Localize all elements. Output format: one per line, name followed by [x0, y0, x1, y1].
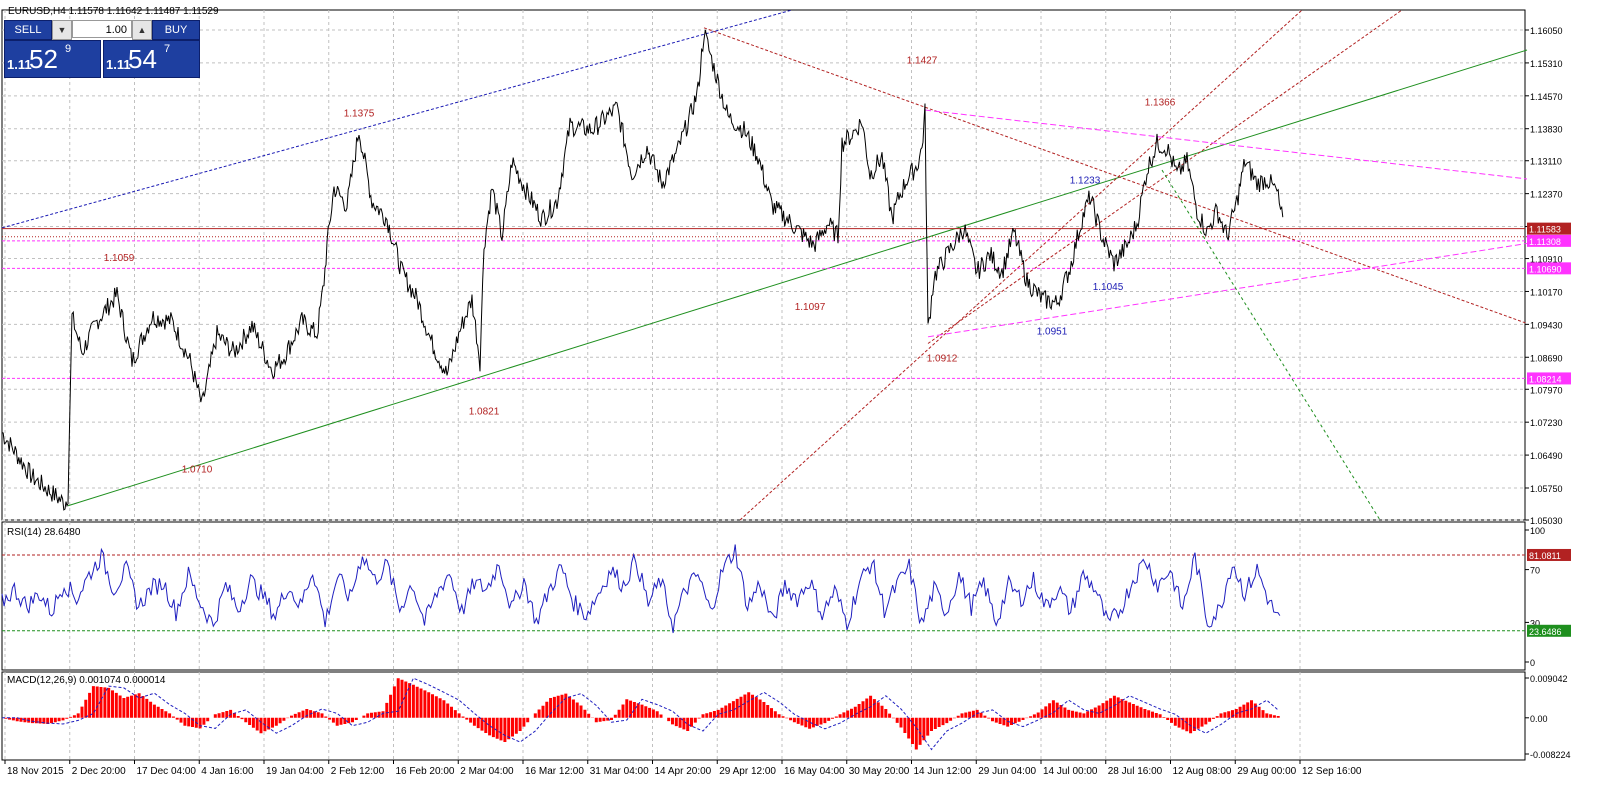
- macd-signal-line: [2, 677, 1279, 751]
- x-tick-label: 28 Jul 16:00: [1108, 766, 1163, 777]
- trend-line: [67, 49, 1528, 507]
- x-tick-label: 16 May 04:00: [784, 766, 845, 777]
- price-level-label: 1.11583: [1529, 225, 1561, 235]
- sell-price-sup: 9: [65, 43, 72, 55]
- buy-price-prefix: 1.11: [106, 57, 131, 72]
- lot-decrease-button[interactable]: ▼: [52, 20, 72, 40]
- trend-line: [739, 9, 1303, 521]
- macd-histogram: [4, 678, 1280, 750]
- x-tick-label: 4 Jan 16:00: [201, 766, 254, 777]
- x-tick-label: 14 Apr 20:00: [655, 766, 712, 777]
- x-tick-label: 29 Jun 04:00: [978, 766, 1036, 777]
- rsi-level-label: 23.6486: [1529, 627, 1562, 637]
- y-tick-label: 1.16050: [1530, 26, 1563, 36]
- price-annotation: 1.1375: [344, 109, 375, 120]
- x-tick-label: 14 Jul 00:00: [1043, 766, 1098, 777]
- y-tick-label: 1.12370: [1530, 190, 1563, 200]
- trend-line: [1, 9, 793, 229]
- y-tick-label: 1.05750: [1530, 484, 1563, 494]
- sell-price-prefix: 1.11: [7, 57, 32, 72]
- macd-y-label: -0.008224: [1530, 750, 1571, 760]
- price-annotation: 1.1097: [795, 302, 826, 313]
- x-tick-label: 16 Feb 20:00: [396, 766, 455, 777]
- panel-frame-1: [1, 521, 1526, 671]
- rsi-line: [1, 544, 1281, 634]
- buy-button[interactable]: BUY: [152, 20, 200, 40]
- y-tick-label: 1.13110: [1530, 157, 1562, 167]
- price-annotation: 1.0951: [1037, 327, 1068, 338]
- trend-line: [927, 242, 1528, 338]
- price-level-tag: [1527, 372, 1571, 385]
- price-level-tag: [1527, 222, 1571, 235]
- buy-price-sup: 7: [164, 43, 171, 55]
- buy-price-button[interactable]: 1.11 54 7: [103, 40, 200, 78]
- panel-frame-0: [1, 9, 1526, 521]
- x-tick-label: 31 Mar 04:00: [590, 766, 649, 777]
- sell-price-button[interactable]: 1.11 52 9: [4, 40, 101, 78]
- rsi-level-tag: [1527, 548, 1571, 561]
- chart-title: EURUSD,H4 1.11578 1.11642 1.11487 1.1152…: [8, 6, 219, 17]
- price-level-label: 1.10690: [1529, 264, 1562, 274]
- x-tick-label: 2 Dec 20:00: [72, 766, 126, 777]
- x-tick-label: 17 Dec 04:00: [137, 766, 197, 777]
- price-annotation: 1.1427: [907, 55, 938, 66]
- x-tick-label: 2 Feb 12:00: [331, 766, 385, 777]
- macd-y-label: 0.009042: [1530, 674, 1568, 684]
- x-tick-label: 12 Sep 16:00: [1302, 766, 1362, 777]
- y-tick-label: 1.05030: [1530, 516, 1563, 526]
- y-tick-label: 1.06490: [1530, 451, 1563, 461]
- price-level-label: 1.08214: [1529, 374, 1562, 384]
- macd-y-label: 0.00: [1530, 714, 1548, 724]
- price-annotation: 1.1233: [1070, 175, 1101, 186]
- trend-line: [927, 9, 1403, 344]
- price-annotation: 1.0821: [469, 407, 500, 418]
- x-tick-label: 16 Mar 12:00: [525, 766, 584, 777]
- price-level-tag: [1527, 234, 1571, 247]
- x-tick-label: 30 May 20:00: [849, 766, 910, 777]
- y-tick-label: 1.13830: [1530, 125, 1563, 135]
- sell-button[interactable]: SELL: [4, 20, 52, 40]
- x-tick-label: 29 Apr 12:00: [719, 766, 776, 777]
- price-annotation: 1.1045: [1093, 282, 1124, 293]
- x-tick-label: 12 Aug 08:00: [1173, 766, 1232, 777]
- x-tick-label: 14 Jun 12:00: [914, 766, 972, 777]
- y-tick-label: 1.07230: [1530, 418, 1563, 428]
- one-click-trade-panel: SELL ▼ 1.00 ▲ BUY 1.11 52 9 1.11 54 7: [4, 20, 200, 78]
- price-level-tag: [1527, 262, 1571, 275]
- x-tick-label: 19 Jan 04:00: [266, 766, 324, 777]
- trend-line: [703, 27, 1528, 324]
- y-tick-label: 1.14570: [1530, 92, 1563, 102]
- rsi-y-label: 70: [1530, 566, 1540, 576]
- y-tick-label: 1.10170: [1530, 287, 1563, 297]
- buy-price-big: 54: [128, 44, 157, 74]
- rsi-y-label: 0: [1530, 658, 1535, 668]
- price-level-label: 1.11308: [1529, 237, 1561, 247]
- sell-price-big: 52: [29, 44, 58, 74]
- price-annotation: 1.1366: [1145, 98, 1176, 109]
- rsi-y-label: 30: [1530, 618, 1540, 628]
- y-tick-label: 1.09430: [1530, 320, 1563, 330]
- price-annotation: 1.0912: [927, 353, 958, 364]
- price-annotation: 1.1059: [104, 253, 135, 264]
- y-tick-label: 1.10910: [1530, 255, 1563, 265]
- macd-title: MACD(12,26,9) 0.001074 0.000014: [7, 675, 166, 686]
- price-annotation: 1.0710: [182, 464, 213, 475]
- price-line: [1, 29, 1284, 511]
- trend-line: [924, 109, 1528, 180]
- x-tick-label: 18 Nov 2015: [7, 766, 64, 777]
- rsi-y-label: 100: [1530, 526, 1545, 536]
- lot-increase-button[interactable]: ▲: [132, 20, 152, 40]
- x-tick-label: 2 Mar 04:00: [460, 766, 514, 777]
- rsi-level-label: 81.0811: [1529, 551, 1561, 561]
- y-tick-label: 1.08690: [1530, 353, 1563, 363]
- y-tick-label: 1.15310: [1530, 59, 1563, 69]
- rsi-level-tag: [1527, 624, 1571, 637]
- rsi-title: RSI(14) 28.6480: [7, 527, 81, 538]
- lot-size-input[interactable]: 1.00: [72, 20, 132, 38]
- x-tick-label: 29 Aug 00:00: [1237, 766, 1296, 777]
- y-tick-label: 1.07970: [1530, 385, 1563, 395]
